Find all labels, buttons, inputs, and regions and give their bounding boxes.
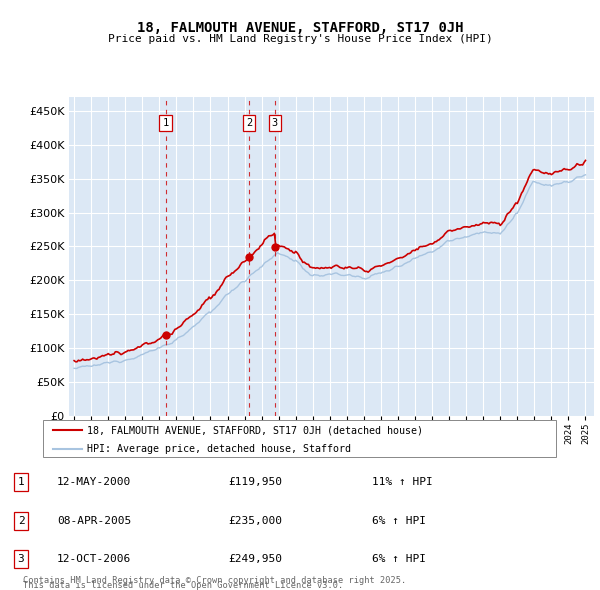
FancyBboxPatch shape: [43, 420, 556, 457]
Text: 6% ↑ HPI: 6% ↑ HPI: [372, 516, 426, 526]
Text: 11% ↑ HPI: 11% ↑ HPI: [372, 477, 433, 487]
Text: 18, FALMOUTH AVENUE, STAFFORD, ST17 0JH: 18, FALMOUTH AVENUE, STAFFORD, ST17 0JH: [137, 21, 463, 35]
Text: 3: 3: [272, 118, 278, 128]
Text: 18, FALMOUTH AVENUE, STAFFORD, ST17 0JH (detached house): 18, FALMOUTH AVENUE, STAFFORD, ST17 0JH …: [87, 425, 423, 435]
Text: Contains HM Land Registry data © Crown copyright and database right 2025.: Contains HM Land Registry data © Crown c…: [23, 576, 406, 585]
Text: 6% ↑ HPI: 6% ↑ HPI: [372, 555, 426, 565]
Text: 2: 2: [17, 516, 25, 526]
Text: HPI: Average price, detached house, Stafford: HPI: Average price, detached house, Staf…: [87, 444, 351, 454]
Text: 12-MAY-2000: 12-MAY-2000: [57, 477, 131, 487]
Text: 08-APR-2005: 08-APR-2005: [57, 516, 131, 526]
Text: 2: 2: [246, 118, 252, 128]
Text: 12-OCT-2006: 12-OCT-2006: [57, 555, 131, 565]
Text: £249,950: £249,950: [228, 555, 282, 565]
Text: £119,950: £119,950: [228, 477, 282, 487]
Text: 3: 3: [17, 555, 25, 565]
Text: 1: 1: [17, 477, 25, 487]
Text: This data is licensed under the Open Government Licence v3.0.: This data is licensed under the Open Gov…: [23, 581, 343, 590]
Text: £235,000: £235,000: [228, 516, 282, 526]
Text: Price paid vs. HM Land Registry's House Price Index (HPI): Price paid vs. HM Land Registry's House …: [107, 34, 493, 44]
Text: 1: 1: [163, 118, 169, 128]
